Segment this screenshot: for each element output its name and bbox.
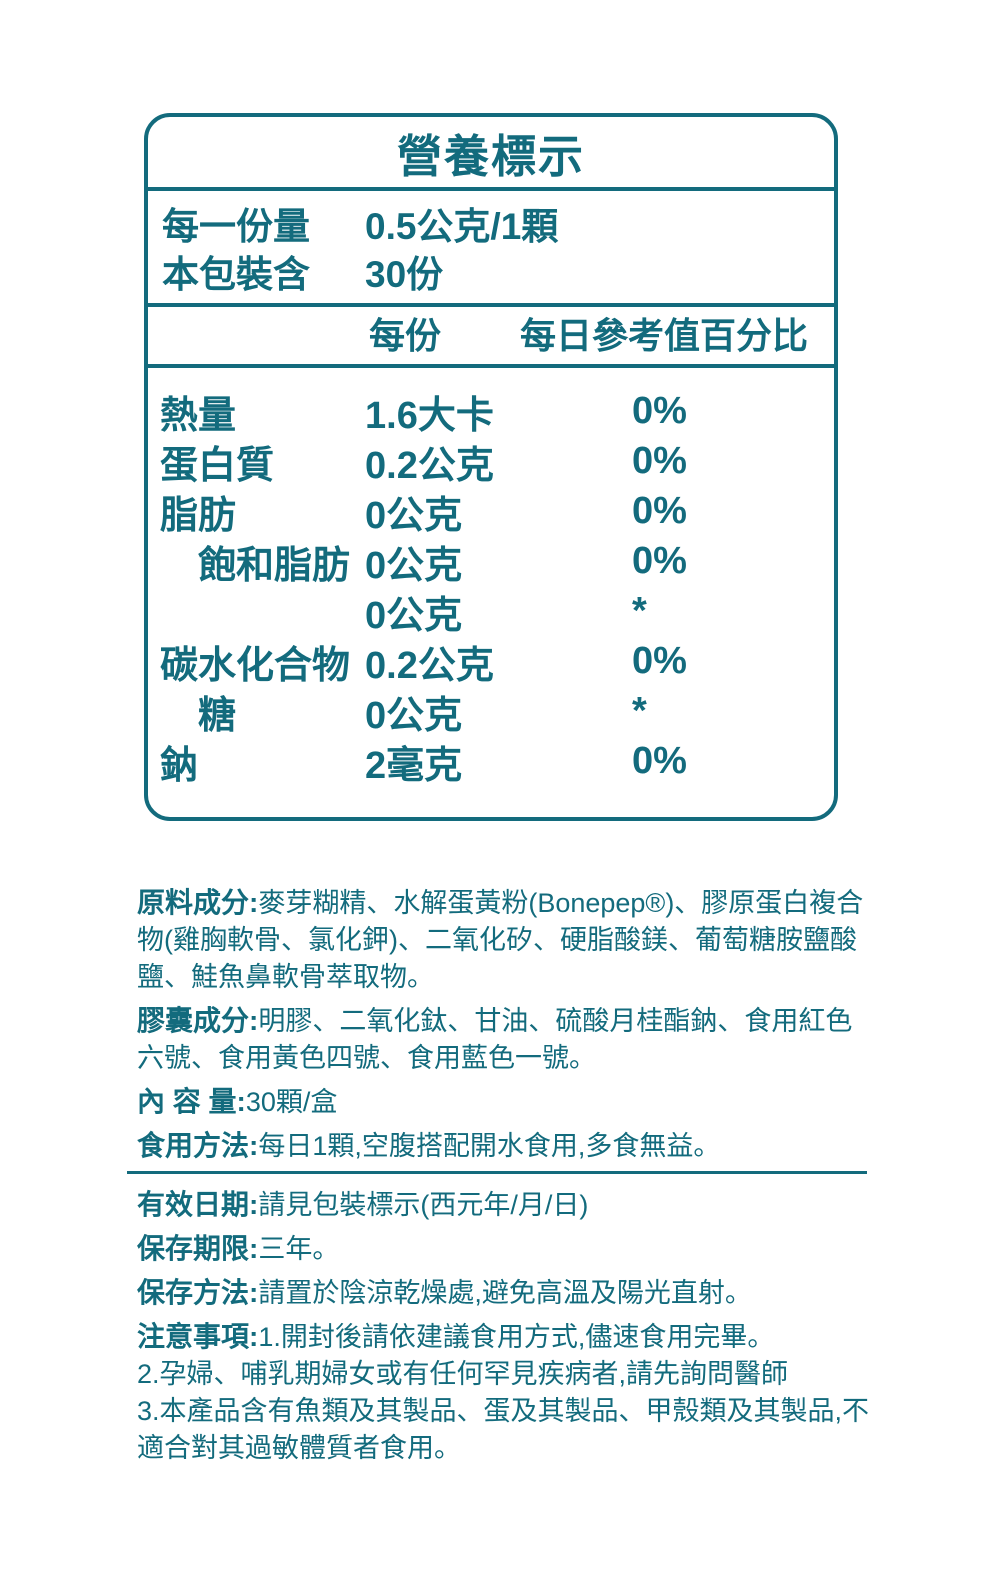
ingredients-text: 麥芽糊精、水解蛋黃粉(Bonepep®)、膠原蛋白複合物(雞胸軟骨、氯化鉀)、二… — [137, 888, 864, 992]
nutrient-daily-value: 0% — [632, 639, 687, 682]
servings-per-package-label: 本包裝含 — [162, 254, 310, 295]
precautions-label: 注意事項: — [137, 1321, 259, 1352]
precaution-note-1: 1.開封後請依建議食用方式,儘速食用完畢。 — [258, 1322, 775, 1352]
serving-size-row: 每一份量 0.5公克/1顆 — [162, 203, 834, 251]
usage-text: 每日1顆,空腹搭配開水食用,多食無益。 — [258, 1131, 721, 1161]
nutrient-amount: 0公克 — [365, 544, 463, 587]
nutrient-daily-value: 0% — [632, 489, 687, 532]
nutrient-daily-value: 0% — [632, 539, 687, 582]
capsule-ingredients-text: 明膠、二氧化鈦、甘油、硫酸月桂酯鈉、食用紅色六號、食用黃色四號、食用藍色一號。 — [137, 1006, 853, 1073]
storage-label: 保存方法: — [137, 1277, 259, 1308]
shelf-life-label: 保存期限: — [137, 1233, 259, 1264]
nutrient-row-carbohydrate: 碳水化合物 0.2公克 0% — [148, 636, 834, 687]
column-header-row: 每份 每日參考值百分比 — [148, 307, 834, 368]
nutrient-amount: 0公克 — [365, 494, 463, 537]
nutrient-amount: 0公克 — [365, 594, 463, 637]
nutrient-amount: 1.6大卡 — [365, 394, 494, 437]
usage-label: 食用方法: — [137, 1130, 259, 1161]
nutrient-label: 鈉 — [160, 744, 199, 787]
nutrient-label: 糖 — [198, 694, 237, 737]
precautions-paragraph: 注意事項:1.開封後請依建議食用方式,儘速食用完畢。 2.孕婦、哺乳期婦女或有任何… — [137, 1318, 870, 1467]
column-header-daily-value: 每日參考值百分比 — [520, 315, 809, 356]
content-amount-paragraph: 內 容 量:30顆/盒 — [137, 1083, 870, 1121]
nutrient-table: 熱量 1.6大卡 0% 蛋白質 0.2公克 0% 脂肪 0公克 0% 飽和脂肪 … — [148, 368, 834, 787]
nutrition-facts-box: 營養標示 每一份量 0.5公克/1顆 本包裝含 30份 每份 每日參考值百分比 … — [144, 113, 838, 821]
nutrient-daily-value: * — [632, 689, 647, 732]
storage-paragraph: 保存方法:請置於陰涼乾燥處,避免高溫及陽光直射。 — [137, 1274, 870, 1312]
nutrient-amount: 0公克 — [365, 694, 463, 737]
nutrient-label: 飽和脂肪 — [198, 544, 351, 587]
serving-size-value: 0.5公克/1顆 — [365, 206, 559, 247]
precaution-note-3: 3.本產品含有魚類及其製品、蛋及其製品、甲殼類及其製品,不適合對其過敏體質者食用… — [137, 1396, 870, 1463]
nutrient-amount: 0.2公克 — [365, 444, 494, 487]
section-divider — [127, 1171, 867, 1174]
expiry-label: 有效日期: — [137, 1189, 259, 1220]
nutrition-title: 營養標示 — [148, 117, 834, 191]
capsule-ingredients-paragraph: 膠囊成分:明膠、二氧化鈦、甘油、硫酸月桂酯鈉、食用紅色六號、食用黃色四號、食用藍… — [137, 1002, 870, 1077]
product-details-section: 原料成分:麥芽糊精、水解蛋黃粉(Bonepep®)、膠原蛋白複合物(雞胸軟骨、氯… — [127, 884, 870, 1473]
nutrient-daily-value: 0% — [632, 389, 687, 432]
nutrient-label: 脂肪 — [160, 494, 237, 537]
servings-per-package-row: 本包裝含 30份 — [162, 251, 834, 299]
servings-per-package-value: 30份 — [365, 254, 444, 295]
nutrient-row-sodium: 鈉 2毫克 0% — [148, 736, 834, 787]
precaution-note-2: 2.孕婦、哺乳期婦女或有任何罕見疾病者,請先詢問醫師 — [137, 1359, 789, 1389]
nutrient-daily-value: 0% — [632, 739, 687, 782]
shelf-life-text: 三年。 — [258, 1234, 340, 1264]
nutrient-label: 熱量 — [160, 394, 237, 437]
nutrient-row-sugar: 糖 0公克 * — [148, 686, 834, 737]
expiry-paragraph: 有效日期:請見包裝標示(西元年/月/日) — [137, 1186, 870, 1224]
nutrient-amount: 2毫克 — [365, 744, 463, 787]
capsule-ingredients-label: 膠囊成分: — [137, 1005, 259, 1036]
nutrient-row-trans-fat-blank-label: 0公克 * — [148, 586, 834, 637]
nutrient-daily-value: * — [632, 589, 647, 632]
ingredients-paragraph: 原料成分:麥芽糊精、水解蛋黃粉(Bonepep®)、膠原蛋白複合物(雞胸軟骨、氯… — [137, 884, 870, 996]
storage-text: 請置於陰涼乾燥處,避免高溫及陽光直射。 — [258, 1278, 752, 1308]
nutrient-label: 碳水化合物 — [160, 644, 351, 687]
shelf-life-paragraph: 保存期限:三年。 — [137, 1230, 870, 1268]
content-amount-text: 30顆/盒 — [245, 1087, 338, 1117]
serving-size-label: 每一份量 — [162, 206, 310, 247]
ingredients-label: 原料成分: — [137, 887, 259, 918]
nutrient-label: 蛋白質 — [160, 444, 275, 487]
nutrient-amount: 0.2公克 — [365, 644, 494, 687]
usage-paragraph: 食用方法:每日1顆,空腹搭配開水食用,多食無益。 — [137, 1127, 870, 1165]
expiry-text: 請見包裝標示(西元年/月/日) — [258, 1190, 589, 1220]
nutrient-row-saturated-fat: 飽和脂肪 0公克 0% — [148, 536, 834, 587]
nutrient-row-fat: 脂肪 0公克 0% — [148, 486, 834, 537]
column-header-per-serving: 每份 — [369, 315, 442, 356]
nutrient-row-calories: 熱量 1.6大卡 0% — [148, 386, 834, 437]
content-amount-label: 內 容 量: — [137, 1086, 246, 1117]
nutrient-row-protein: 蛋白質 0.2公克 0% — [148, 436, 834, 487]
nutrient-daily-value: 0% — [632, 439, 687, 482]
serving-info-section: 每一份量 0.5公克/1顆 本包裝含 30份 — [148, 191, 834, 307]
